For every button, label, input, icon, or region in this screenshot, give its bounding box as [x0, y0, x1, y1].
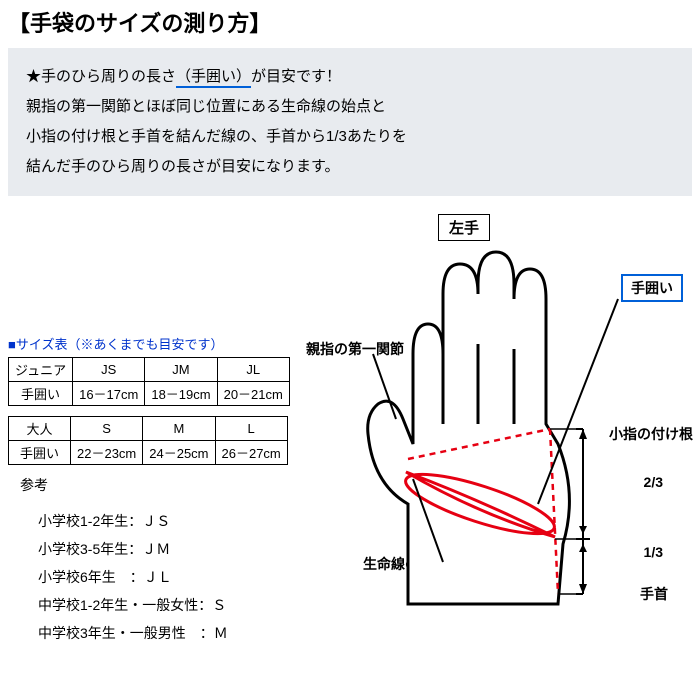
table-row: 手囲い 22－23cm 24－25cm 26－27cm — [9, 441, 288, 465]
reference-title: 参考 — [20, 475, 318, 495]
val-js: 16－17cm — [73, 382, 145, 406]
table-row: ジュニア JS JM JL — [9, 358, 290, 382]
list-item: 小学校1-2年生：ＪＳ — [38, 507, 318, 535]
adult-measure: 手囲い — [9, 441, 71, 465]
caption-text: サイズ表（※あくまでも目安です） — [16, 337, 224, 352]
val-l: 26－27cm — [215, 441, 287, 465]
info-line-1-pre: ★手のひら周りの長さ — [26, 68, 176, 85]
col-s: S — [71, 417, 143, 441]
table-row: 大人 S M L — [9, 417, 288, 441]
list-item: 小学校6年生 ：ＪＬ — [38, 563, 318, 591]
info-line-3: 小指の付け根と手首を結んだ線の、手首から1/3あたりを — [26, 122, 674, 152]
page-title: 【手袋のサイズの測り方】 — [8, 6, 692, 38]
col-l: L — [215, 417, 287, 441]
adult-header: 大人 — [9, 417, 71, 441]
info-line-1: ★手のひら周りの長さ（手囲い）が目安です！ — [26, 62, 674, 92]
col-jl: JL — [217, 358, 289, 382]
info-line-2: 親指の第一関節とほぼ同じ位置にある生命線の始点と — [26, 92, 674, 122]
list-item: 中学校3年生・一般男性 ：Ｍ — [38, 619, 318, 647]
info-line-4: 結んだ手のひら周りの長さが目安になります。 — [26, 152, 674, 182]
list-item: 中学校1-2年生・一般女性：Ｓ — [38, 591, 318, 619]
col-jm: JM — [145, 358, 217, 382]
list-item: 小学校3-5年生：ＪＭ — [38, 535, 318, 563]
info-line-1-post: が目安です！ — [251, 68, 341, 85]
hand-diagram: 左手 手囲い 親指の第一関節 小指の付け根 生命線の始点 2/3 1/3 手首 — [318, 214, 688, 644]
reference-list: 小学校1-2年生：ＪＳ 小学校3-5年生：ＪＭ 小学校6年生 ：ＪＬ 中学校1-… — [38, 507, 318, 647]
val-jm: 18－19cm — [145, 382, 217, 406]
info-line-1-paren: （手囲い） — [176, 68, 251, 88]
table-row: 手囲い 16－17cm 18－19cm 20－21cm — [9, 382, 290, 406]
val-s: 22－23cm — [71, 441, 143, 465]
val-jl: 20－21cm — [217, 382, 289, 406]
junior-header: ジュニア — [9, 358, 73, 382]
info-box: ★手のひら周りの長さ（手囲い）が目安です！ 親指の第一関節とほぼ同じ位置にある生… — [8, 48, 692, 196]
val-m: 24－25cm — [143, 441, 215, 465]
adult-size-table: 大人 S M L 手囲い 22－23cm 24－25cm 26－27cm — [8, 416, 288, 465]
hand-svg-icon — [318, 234, 688, 644]
size-table-caption: ■サイズ表（※あくまでも目安です） — [8, 334, 318, 353]
square-icon: ■ — [8, 337, 16, 352]
junior-size-table: ジュニア JS JM JL 手囲い 16－17cm 18－19cm 20－21c… — [8, 357, 290, 406]
col-m: M — [143, 417, 215, 441]
col-js: JS — [73, 358, 145, 382]
junior-measure: 手囲い — [9, 382, 73, 406]
